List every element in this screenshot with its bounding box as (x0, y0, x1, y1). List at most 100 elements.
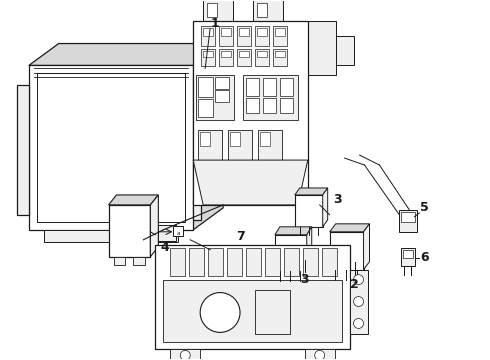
Bar (198, 99, 213, 117)
Text: 3: 3 (333, 193, 342, 206)
Circle shape (180, 350, 190, 360)
Circle shape (354, 275, 364, 285)
Bar (336, 36, 354, 66)
Bar (265, 248, 280, 276)
Text: 5: 5 (420, 201, 429, 215)
Bar (189, 248, 204, 276)
Bar (228, 130, 252, 160)
Bar (155, 245, 349, 349)
Circle shape (315, 350, 325, 360)
Bar (253, 0, 283, 21)
Bar (260, 132, 270, 146)
Polygon shape (193, 200, 201, 220)
Bar (239, 50, 249, 58)
Bar (163, 280, 342, 342)
Bar (295, 195, 323, 227)
Bar (108, 205, 150, 257)
Bar (275, 50, 285, 58)
Bar (305, 349, 335, 360)
Bar (257, 3, 267, 17)
Bar (257, 28, 267, 36)
Bar (203, 50, 213, 58)
Bar (208, 248, 223, 276)
Bar (349, 270, 368, 334)
Polygon shape (295, 188, 328, 195)
Polygon shape (323, 188, 328, 227)
Bar (257, 50, 267, 58)
Bar (303, 248, 318, 276)
Bar (221, 28, 231, 36)
Bar (255, 26, 269, 45)
Bar (114, 257, 125, 265)
Bar (330, 232, 364, 270)
Bar (399, 210, 417, 232)
Polygon shape (307, 227, 312, 271)
Bar (246, 78, 259, 96)
Text: 6: 6 (420, 251, 429, 264)
Bar (227, 248, 242, 276)
Bar (29, 66, 193, 230)
Polygon shape (193, 160, 308, 205)
Bar (237, 49, 251, 67)
Bar (221, 50, 231, 58)
Polygon shape (364, 224, 369, 270)
Polygon shape (108, 195, 158, 205)
Bar (255, 49, 269, 67)
Text: 2: 2 (350, 278, 359, 291)
Bar (246, 248, 261, 276)
Bar (207, 3, 217, 17)
Circle shape (354, 297, 364, 306)
Bar (401, 248, 416, 266)
Polygon shape (275, 227, 312, 235)
Bar (171, 248, 185, 276)
Bar (239, 28, 249, 36)
Bar (201, 26, 215, 45)
Bar (193, 21, 308, 205)
Bar (243, 75, 298, 120)
Bar (230, 132, 240, 146)
Bar (133, 257, 146, 265)
Polygon shape (150, 195, 158, 257)
Polygon shape (29, 44, 223, 66)
Bar (322, 248, 337, 276)
Bar (280, 98, 293, 113)
Bar (44, 230, 178, 242)
Text: 3: 3 (300, 273, 309, 286)
Bar (219, 26, 233, 45)
Bar (215, 77, 229, 89)
Bar (284, 248, 299, 276)
Bar (198, 77, 213, 97)
Bar (401, 212, 416, 222)
Text: 7: 7 (236, 230, 245, 243)
Bar (273, 49, 287, 67)
Polygon shape (330, 224, 369, 232)
Bar (308, 21, 336, 75)
Bar (171, 349, 200, 360)
Circle shape (200, 293, 240, 332)
Bar (158, 225, 176, 241)
Text: a: a (176, 231, 180, 236)
Bar (196, 75, 234, 120)
Bar (280, 78, 293, 96)
Bar (201, 49, 215, 67)
Bar (198, 130, 222, 160)
Bar (215, 90, 229, 102)
Bar (246, 98, 259, 113)
Bar (203, 0, 233, 21)
Bar (219, 49, 233, 67)
Bar (275, 28, 285, 36)
Text: 1: 1 (211, 17, 220, 30)
Bar (173, 226, 183, 236)
Polygon shape (17, 85, 29, 215)
Bar (263, 98, 276, 113)
Bar (263, 78, 276, 96)
Bar (255, 289, 290, 334)
Bar (237, 26, 251, 45)
Bar (275, 235, 307, 271)
Bar (273, 26, 287, 45)
Bar (403, 250, 414, 258)
Bar (200, 132, 210, 146)
Bar (258, 130, 282, 160)
Bar (37, 73, 185, 222)
Bar (203, 28, 213, 36)
